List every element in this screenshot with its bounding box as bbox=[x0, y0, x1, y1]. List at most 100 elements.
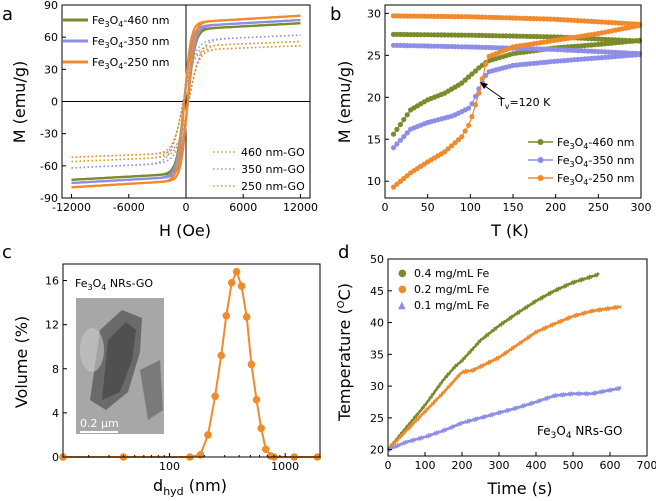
mt-point-zfc bbox=[397, 178, 403, 184]
panel-d-legend: ● 0.4 mg/mL Fe ● 0.2 mg/mL Fe ▲ 0.1 mg/m… bbox=[398, 267, 489, 312]
legend-marker-350 bbox=[537, 157, 544, 163]
mt-point-zfc bbox=[483, 61, 489, 67]
x-tick-label: 400 bbox=[526, 459, 547, 472]
mt-point-zfc bbox=[390, 131, 397, 137]
panel-d-axes: 0 100 200 300 400 500 600 700 20 25 30 35 40 45 50 bbox=[370, 253, 656, 472]
size-point bbox=[211, 392, 219, 401]
panel-d-plot bbox=[386, 271, 622, 453]
hysteresis-250-nm-GO-down bbox=[71, 44, 301, 159]
legend-label-350-go: 350 nm-GO bbox=[241, 163, 305, 176]
y-tick-label: 25 bbox=[370, 412, 384, 425]
size-point bbox=[222, 312, 231, 320]
legend-d-marker-04: ● bbox=[398, 268, 407, 279]
x-tick-label: 150 bbox=[503, 201, 524, 214]
legend-b-460: Fe3O4-460 nm bbox=[557, 136, 635, 151]
mt-point-zfc bbox=[397, 121, 403, 128]
y-tick-label: 0 bbox=[51, 96, 58, 109]
hysteresis-250-nm-down bbox=[71, 14, 301, 189]
panel-a-plot bbox=[62, 5, 310, 198]
y-tick-label: -30 bbox=[40, 128, 58, 141]
panel-c-sample-label: Fe3O4 NRs-GO bbox=[75, 277, 153, 292]
mt-point-zfc bbox=[455, 137, 461, 143]
x-tick-label: 0 bbox=[382, 201, 389, 214]
panel-b-ylabel: M (emu/g) bbox=[335, 61, 354, 144]
size-point bbox=[232, 267, 241, 276]
y-tick-label: -60 bbox=[40, 160, 58, 173]
panel-a-legend-solid: Fe3O4-460 nm Fe3O4-350 nm Fe3O4-250 nm bbox=[63, 14, 170, 71]
x-tick-label: 700 bbox=[637, 459, 656, 472]
axes-frame bbox=[62, 263, 321, 458]
mt-point-zfc bbox=[394, 126, 400, 132]
annotation-tv: Tv=120 K bbox=[497, 96, 551, 111]
x-tick-label: 0 bbox=[183, 201, 190, 214]
x-tick-label: -6000 bbox=[113, 201, 145, 214]
panel-d-sample-label: Fe3O4 NRs-GO bbox=[537, 424, 622, 441]
x-tick-label: 100 bbox=[159, 460, 180, 473]
y-tick-label: 4 bbox=[52, 407, 59, 420]
x-tick-label: 100 bbox=[415, 459, 436, 472]
axes-frame bbox=[387, 258, 648, 457]
mt-point-zfc bbox=[466, 74, 472, 80]
legend-d-marker-01: ▲ bbox=[398, 300, 406, 311]
y-tick-label: -90 bbox=[40, 192, 58, 205]
mt-point-zfc bbox=[390, 184, 397, 190]
panel-b-axes: 0 50 100 150 200 250 300 10 15 20 25 30 bbox=[367, 4, 652, 214]
size-point bbox=[257, 424, 266, 433]
size-point bbox=[217, 351, 225, 360]
y-tick-label: 50 bbox=[370, 253, 384, 266]
x-tick-label: 500 bbox=[563, 459, 584, 472]
annotation-arrowhead bbox=[480, 82, 488, 89]
y-tick-label: 0 bbox=[52, 451, 59, 464]
size-point bbox=[227, 278, 236, 287]
panel-d-ylabel: Temperature (OC) bbox=[335, 283, 354, 422]
x-tick-label: 12000 bbox=[283, 201, 318, 214]
mt-point-zfc bbox=[472, 93, 479, 99]
size-point bbox=[237, 282, 246, 290]
y-tick-label: 60 bbox=[44, 31, 58, 44]
x-tick-label: 300 bbox=[489, 459, 510, 472]
y-tick-label: 45 bbox=[370, 285, 384, 298]
x-tick-label: 1000 bbox=[271, 460, 299, 473]
heating-curve-1 bbox=[387, 304, 622, 451]
legend-label-350: Fe3O4-350 nm bbox=[92, 35, 170, 50]
legend-label-250-go: 250 nm-GO bbox=[241, 180, 305, 193]
y-tick-label: 8 bbox=[52, 363, 59, 376]
y-tick-label: 20 bbox=[367, 91, 381, 104]
mt-point-zfc bbox=[390, 145, 397, 151]
panel-c-axes: 100 1000 0 4 8 12 16 bbox=[45, 263, 321, 473]
panel-a-ylabel: M (emu/g) bbox=[10, 61, 29, 144]
legend-d-01: 0.1 mg/mL Fe bbox=[414, 299, 489, 312]
x-tick-label: 250 bbox=[588, 201, 609, 214]
panel-d: d 0 100 200 300 400 500 600 700 20 25 30 35 40 45 50 T… bbox=[335, 242, 656, 498]
y-tick-label: 25 bbox=[367, 49, 381, 62]
scale-bar-label: 0.2 µm bbox=[80, 417, 119, 430]
y-tick-label: 15 bbox=[367, 133, 381, 146]
panel-c-letter: c bbox=[2, 242, 12, 263]
legend-d-marker-02: ● bbox=[398, 284, 407, 295]
mt-point-zfc bbox=[469, 114, 475, 120]
panel-c: c 0.2 µm Fe3O4 NRs-GO 100 1000 0 4 8 12 16 dhy… bbox=[2, 242, 322, 498]
y-tick-label: 30 bbox=[370, 380, 384, 393]
mt-point-zfc bbox=[401, 117, 407, 123]
heating-curve-0 bbox=[386, 271, 600, 451]
legend-label-460-go: 460 nm-GO bbox=[241, 146, 305, 159]
x-tick-label: 6000 bbox=[229, 201, 257, 214]
mt-point-zfc bbox=[394, 181, 400, 187]
legend-b-250: Fe3O4-250 nm bbox=[557, 172, 635, 187]
mt-point-zfc bbox=[404, 173, 410, 179]
mt-point-zfc bbox=[397, 137, 403, 143]
mt-point-zfc bbox=[445, 146, 451, 152]
legend-label-250: Fe3O4-250 nm bbox=[92, 56, 170, 71]
mt-point-zfc bbox=[449, 143, 455, 149]
panel-c-ylabel: Volume (%) bbox=[12, 316, 31, 408]
y-tick-label: 16 bbox=[45, 275, 59, 288]
legend-d-02: 0.2 mg/mL Fe bbox=[414, 283, 489, 296]
mt-point-zfc bbox=[466, 122, 472, 128]
panel-a-legend-dotted: 460 nm-GO 350 nm-GO 250 nm-GO bbox=[213, 146, 305, 193]
mt-point-zfc bbox=[476, 90, 482, 96]
size-point bbox=[204, 431, 212, 439]
x-tick-label: 600 bbox=[600, 459, 621, 472]
panel-a-letter: a bbox=[2, 4, 13, 25]
panel-a-xlabel: H (Oe) bbox=[159, 221, 211, 240]
